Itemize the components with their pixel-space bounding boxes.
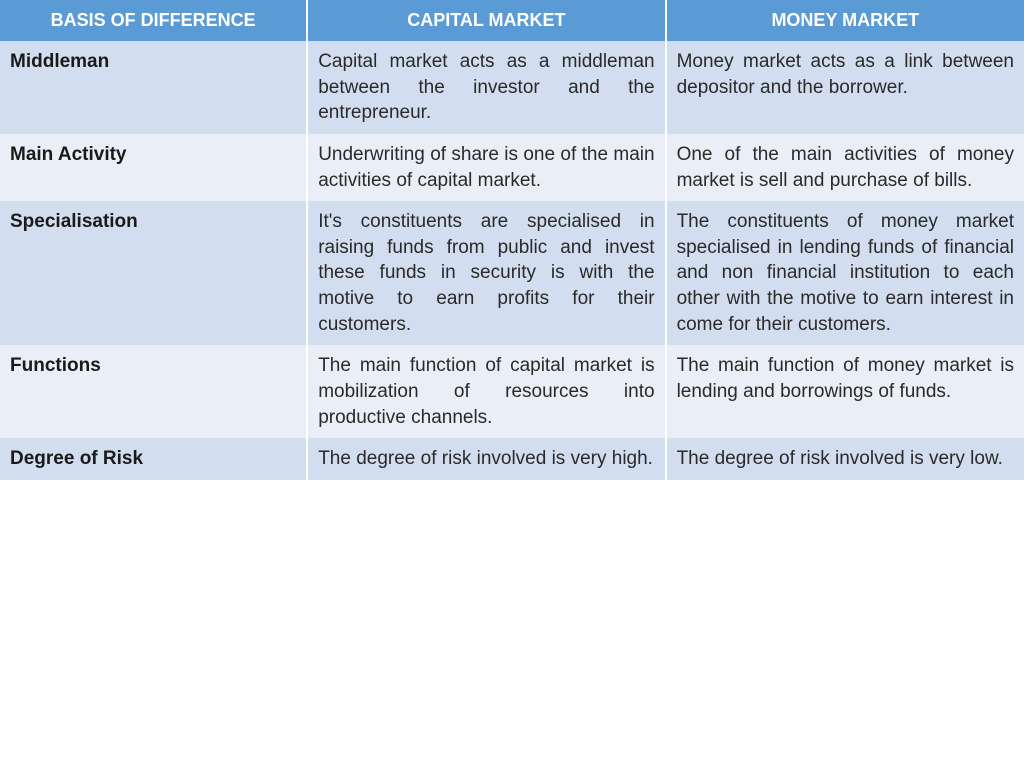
cell-capital: It's constituents are specialised in rai… xyxy=(307,201,665,345)
cell-basis: Functions xyxy=(0,345,307,438)
cell-money: The main function of money market is len… xyxy=(666,345,1024,438)
table-row: Degree of Risk The degree of risk involv… xyxy=(0,438,1024,480)
header-money: MONEY MARKET xyxy=(666,0,1024,41)
table-row: Main Activity Underwriting of share is o… xyxy=(0,134,1024,201)
table-header-row: BASIS OF DIFFERENCE CAPITAL MARKET MONEY… xyxy=(0,0,1024,41)
cell-capital: The degree of risk involved is very high… xyxy=(307,438,665,480)
cell-money: Money market acts as a link between depo… xyxy=(666,41,1024,134)
header-capital: CAPITAL MARKET xyxy=(307,0,665,41)
cell-capital: Underwriting of share is one of the main… xyxy=(307,134,665,201)
cell-basis: Degree of Risk xyxy=(0,438,307,480)
table-row: Functions The main function of capital m… xyxy=(0,345,1024,438)
cell-money: The degree of risk involved is very low. xyxy=(666,438,1024,480)
table-row: Specialisation It's constituents are spe… xyxy=(0,201,1024,345)
cell-basis: Middleman xyxy=(0,41,307,134)
cell-basis: Main Activity xyxy=(0,134,307,201)
cell-capital: Capital market acts as a middleman betwe… xyxy=(307,41,665,134)
table-row: Middleman Capital market acts as a middl… xyxy=(0,41,1024,134)
cell-money: The constituents of money market special… xyxy=(666,201,1024,345)
cell-basis: Specialisation xyxy=(0,201,307,345)
header-basis: BASIS OF DIFFERENCE xyxy=(0,0,307,41)
cell-capital: The main function of capital market is m… xyxy=(307,345,665,438)
cell-money: One of the main activities of money mark… xyxy=(666,134,1024,201)
comparison-table: BASIS OF DIFFERENCE CAPITAL MARKET MONEY… xyxy=(0,0,1024,480)
